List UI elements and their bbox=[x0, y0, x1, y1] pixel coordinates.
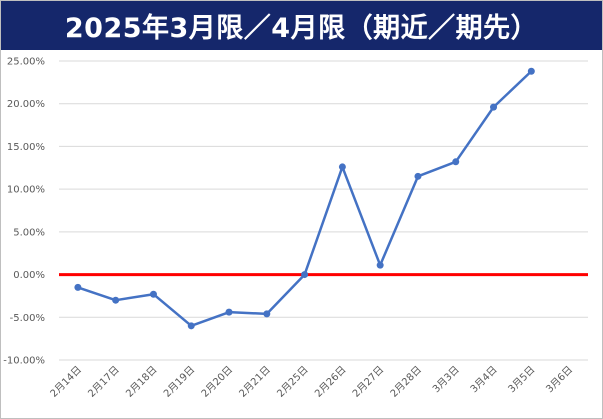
x-tick-label: 2月19日 bbox=[161, 364, 197, 400]
x-tick-label: 2月14日 bbox=[48, 364, 84, 400]
line-chart: -10.00% -5.00% 0.00% 5.00% 10.00% 15.00% 20.00… bbox=[3, 57, 588, 400]
x-tick-label: 2月28日 bbox=[388, 364, 424, 400]
title-bar: 2025年3月限／4月限（期近／期先） bbox=[1, 1, 602, 50]
x-tick-label: 2月18日 bbox=[123, 364, 159, 400]
data-point bbox=[414, 172, 422, 180]
x-tick-label: 3月4日 bbox=[468, 364, 500, 396]
y-tick-label: -5.00% bbox=[10, 313, 45, 324]
x-tick-label: 2月26日 bbox=[312, 364, 348, 400]
data-point bbox=[376, 261, 384, 269]
data-point bbox=[263, 310, 271, 318]
data-point bbox=[452, 158, 460, 166]
data-point bbox=[187, 322, 195, 330]
x-tick-label: 3月3日 bbox=[430, 364, 462, 396]
y-tick-label: 0.00% bbox=[13, 270, 45, 281]
series-line bbox=[77, 70, 533, 328]
y-tick-label: 15.00% bbox=[7, 142, 45, 153]
chart-title: 2025年3月限／4月限（期近／期先） bbox=[64, 13, 539, 44]
data-point bbox=[74, 283, 82, 291]
x-tick-label: 3月6日 bbox=[544, 364, 576, 396]
data-point bbox=[225, 308, 233, 316]
y-tick-label: 10.00% bbox=[7, 185, 45, 196]
x-tick-label: 2月25日 bbox=[275, 364, 311, 400]
data-point bbox=[338, 163, 346, 171]
y-tick-label: 5.00% bbox=[13, 227, 45, 238]
data-point bbox=[527, 67, 535, 75]
y-tick-label: -10.00% bbox=[3, 356, 45, 367]
x-tick-label: 2月20日 bbox=[199, 364, 235, 400]
x-tick-label: 2月21日 bbox=[237, 364, 273, 400]
x-tick-label: 2月17日 bbox=[86, 364, 122, 400]
x-tick-label: 2月27日 bbox=[350, 364, 386, 400]
data-point bbox=[490, 103, 498, 111]
y-tick-label: 20.00% bbox=[7, 99, 45, 110]
data-point bbox=[301, 271, 309, 279]
y-tick-label: 25.00% bbox=[7, 57, 45, 68]
data-point bbox=[149, 290, 157, 298]
x-tick-label: 3月5日 bbox=[506, 364, 538, 396]
data-point bbox=[112, 296, 120, 304]
